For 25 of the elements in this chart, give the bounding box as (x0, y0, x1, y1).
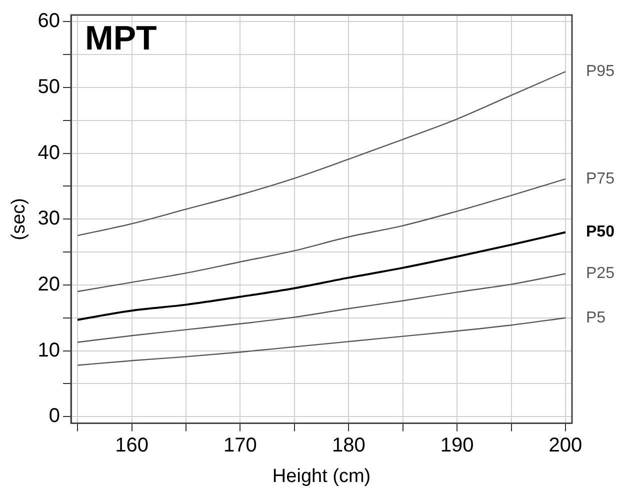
x-tick-label: 170 (224, 434, 257, 457)
y-tick-label: 60 (38, 10, 60, 32)
line-series (76, 231, 566, 321)
y-tick-label: 50 (38, 76, 60, 98)
x-tick-label: 180 (332, 434, 366, 457)
y-axis-title: (sec) (8, 198, 30, 240)
line-series (76, 178, 566, 292)
x-axis-title: Height (cm) (272, 466, 371, 487)
y-tick-label: 30 (38, 208, 60, 230)
series-label: P25 (586, 265, 615, 282)
line-series (76, 71, 566, 236)
series-label: P5 (586, 309, 606, 326)
y-tick-label: 40 (38, 142, 60, 164)
series-label: P50 (586, 224, 615, 241)
x-tick-label: 160 (115, 434, 148, 457)
x-tick-label: 200 (548, 434, 582, 457)
series-label: P75 (586, 170, 615, 188)
series-label: P95 (586, 63, 615, 80)
chart-title: MPT (85, 19, 158, 58)
y-tick-label: 20 (38, 273, 60, 296)
x-tick-label: 190 (440, 434, 474, 457)
line-series (76, 317, 566, 366)
y-tick-label: 0 (48, 405, 60, 428)
y-tick-label: 10 (38, 339, 60, 362)
line-series (76, 273, 566, 343)
